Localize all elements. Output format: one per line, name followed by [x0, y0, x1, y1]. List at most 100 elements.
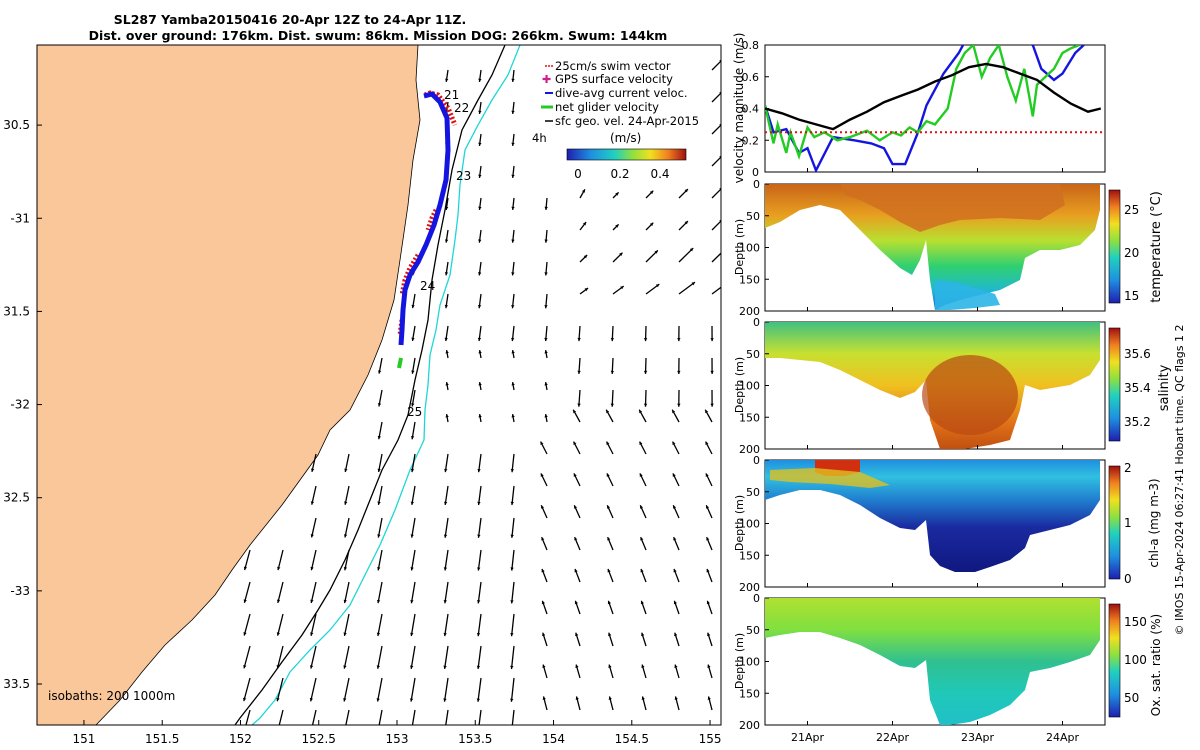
velocity-arrow: [608, 696, 614, 711]
velocity-arrow: [639, 504, 647, 519]
velocity-arrow: [478, 229, 482, 243]
velocity-arrow: [641, 632, 647, 647]
velocity-arrow: [674, 632, 680, 647]
velocity-arrow: [443, 613, 449, 637]
velocity-arrow: [677, 325, 681, 342]
depth-tick-label: 200: [739, 719, 760, 732]
isobath-1000m: [234, 45, 506, 725]
velocity-arrow: [706, 568, 713, 583]
day-label-25: 25: [407, 405, 422, 419]
velocity-arrow: [478, 414, 482, 423]
depth-tick-label: 200: [739, 443, 760, 456]
track-green: [397, 357, 403, 369]
velocity-arrow: [704, 409, 713, 423]
velocity-arrow: [645, 249, 659, 263]
day-label-21: 21: [444, 88, 459, 102]
velocity-arrow: [343, 677, 350, 702]
velocity-arrow: [605, 409, 614, 423]
velocity-arrow: [579, 188, 586, 199]
chlorophyll-xticks: 0 50 100 150 200: [739, 454, 1063, 594]
velocity-arrow: [311, 709, 317, 725]
time-tick-label: 24Apr: [1046, 731, 1080, 744]
velocity-arrow: [410, 421, 416, 440]
velocity-arrow: [478, 133, 482, 146]
chlorophyll-ylabel: Depth (m): [733, 495, 746, 551]
velocity-series: [765, 45, 1105, 172]
velocity-arrow: [638, 409, 647, 423]
velocity-arrow: [672, 504, 680, 519]
velocity-arrow: [376, 581, 383, 604]
velocity-arrow: [377, 357, 383, 374]
map-title-line2: Dist. over ground: 176km. Dist. swum: 86…: [89, 28, 668, 43]
velocity-arrow: [377, 517, 383, 538]
velocity-arrow: [577, 325, 581, 342]
velocity-arrow: [410, 453, 416, 473]
temperature-cbar-label: temperature (°C): [1149, 191, 1164, 303]
velocity-arrow: [572, 409, 581, 423]
map-xtick-label: 153: [386, 732, 409, 746]
velocity-arrow: [510, 613, 515, 637]
velocity-arrow: [544, 414, 548, 423]
velocity-arrow: [645, 190, 654, 199]
map-xtick-label: 154.5: [615, 732, 649, 746]
velocity-ylabel: velocity magnitude (m/s): [732, 33, 746, 184]
velocity-arrow: [443, 549, 449, 571]
salinity-xticks: 0 50 100 150 200: [739, 316, 1063, 456]
legend-gps-label: GPS surface velocity: [555, 72, 673, 86]
velocity-arrow: [410, 549, 416, 571]
velocity-arrow: [510, 549, 515, 571]
velocity-arrow: [443, 581, 449, 604]
velocity-arrow: [510, 485, 515, 506]
velocity-arrow: [444, 453, 449, 473]
velocity-arrow: [608, 664, 614, 679]
depth-tick-label: 200: [739, 581, 760, 594]
chlorophyll-mid: [770, 468, 890, 488]
velocity-arrow: [243, 549, 251, 571]
velocity-arrow: [511, 382, 515, 391]
depth-tick-label: 150: [739, 549, 760, 562]
velocity-arrow: [639, 441, 647, 455]
velocity-arrow: [544, 197, 548, 211]
velocity-arrow: [678, 247, 694, 263]
velocity-arrow: [671, 409, 680, 423]
velocity-arrow: [410, 581, 416, 604]
velocity-arrow: [278, 709, 284, 725]
velocity-arrow: [673, 600, 680, 615]
velocity-arrow: [443, 517, 449, 538]
velocity-arrow: [243, 613, 251, 636]
velocity-arrow: [444, 229, 449, 243]
velocity-arrow: [612, 252, 623, 263]
temperature-colorbar: [1108, 189, 1121, 304]
map-ytick-label: 32.5: [3, 491, 30, 505]
salinity-cbar-tick-35.6: 35.6: [1124, 347, 1151, 361]
velocity-arrow: [573, 441, 581, 455]
depth-tick-label: 0: [753, 316, 760, 329]
velocity-arrow: [678, 188, 689, 199]
velocity-arrow: [443, 677, 449, 702]
velocity-arrow: [445, 350, 449, 359]
velocity-arrow: [444, 325, 449, 342]
velocity-arrow: [511, 133, 515, 147]
velocity-arrow: [376, 645, 383, 669]
velocity-arrow: [639, 473, 647, 487]
temperature-cbar-tick-20: 20: [1124, 246, 1139, 260]
velocity-arrow: [411, 357, 416, 374]
salinity-colorbar: [1108, 327, 1121, 442]
map-panel: SL287 Yamba20150416 20-Apr 12Z to 24-Apr…: [3, 12, 722, 746]
velocity-arrow: [476, 677, 482, 702]
velocity-arrow: [705, 473, 713, 487]
temperature-panel: 0 50 100 150 200 25 20 15 temperature (°C) D…: [733, 178, 1164, 318]
depth-tick-label: 100: [739, 242, 760, 255]
velocity-arrow: [606, 441, 614, 455]
velocity-arrow: [610, 325, 615, 342]
depth-tick-label: 200: [739, 305, 760, 318]
velocity-arrow: [710, 325, 714, 342]
velocity-arrow: [544, 382, 548, 391]
velocity-arrow: [477, 517, 482, 538]
velocity-arrow: [643, 357, 648, 374]
land-mass: [37, 45, 421, 725]
depth-tick-label: 0: [753, 454, 760, 467]
velocity-arrow: [640, 568, 647, 583]
